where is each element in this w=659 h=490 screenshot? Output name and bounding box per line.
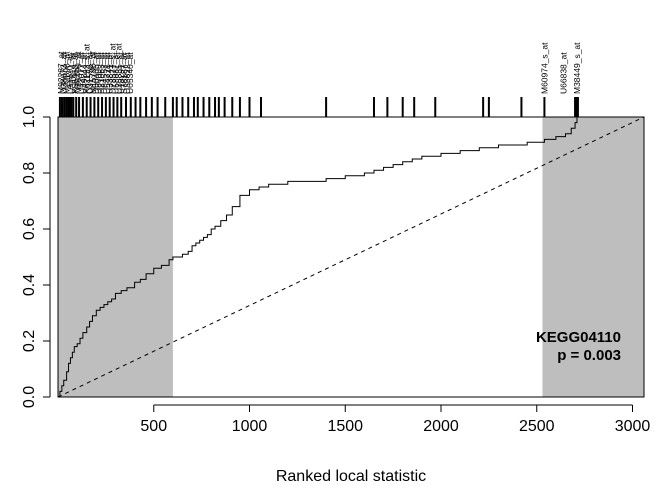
rug-label: U66838_at [559,52,569,94]
series-line-cumulative [58,117,578,398]
rug-label: U49844_at [79,52,89,94]
rug-label: U54778_at [102,52,112,94]
rug-label: M86400_at [73,51,83,94]
x-axis: 500 1000 1500 2000 2500 3000 [140,404,651,435]
y-tick-label: 0.0 [21,386,38,408]
rug-label: D38073_at [59,52,69,94]
rug-label: X62153_s_at [82,43,92,94]
rug-label: S78187_at [119,52,129,94]
x-tick-label: 2500 [519,418,555,435]
shaded-regions [58,117,644,397]
rug-label: D50405_at [90,52,100,94]
rug-label: D84557_at [99,52,109,94]
y-tick-label: 0.6 [21,218,38,240]
x-tick-label: 1000 [232,418,268,435]
y-axis: 0.0 0.2 0.4 0.6 0.8 1.0 [21,106,51,408]
rug-label: M60974_s_at [539,42,549,94]
y-tick-label: 0.8 [21,162,38,184]
rug-label: U18291_at [116,52,126,94]
plot-frame [57,116,645,398]
rug-label: U31814_at [67,52,77,94]
rug-label: U35835_s_at [113,43,123,94]
rug-label: M38449_s_at [572,42,582,94]
rug-label: U33822_at [122,52,132,94]
y-tick-label: 0.2 [21,330,38,352]
x-tick-label: 2000 [423,418,459,435]
annotation-pvalue: p = 0.003 [557,347,621,364]
x-tick-label: 1500 [327,418,363,435]
rug-label: U58087_at [110,52,120,94]
rug-label: D21063_at [96,52,106,94]
rug-marks: M92287_atD38073_atM22898_atL41870_atU318… [56,42,582,117]
x-axis-label: Ranked local statistic [276,468,426,485]
shaded-region-1 [58,117,173,397]
rug-label: M15796_at [87,51,97,94]
rug-label: L41870_at [64,53,74,94]
shaded-region-2 [542,117,644,397]
rug-label: M92287_at [56,51,66,94]
rug-label: D80000_at [93,52,103,94]
y-tick-label: 0.4 [21,274,38,296]
rug-label: U33841_at [105,52,115,94]
x-tick-label: 500 [140,418,167,435]
rug-label: X56468_at [70,52,80,94]
rug-label: M22898_at [62,51,72,94]
rug-label: U05340_at [125,52,135,94]
series-lines [57,116,645,398]
annotation-pathway: KEGG04110 [536,329,621,346]
x-tick-label: 3000 [615,418,651,435]
rug-label: U31556_at [85,52,95,94]
rug-label: U47077_at [76,52,86,94]
y-tick-label: 1.0 [21,106,38,128]
rug-label: D78577_s_at [108,43,118,94]
